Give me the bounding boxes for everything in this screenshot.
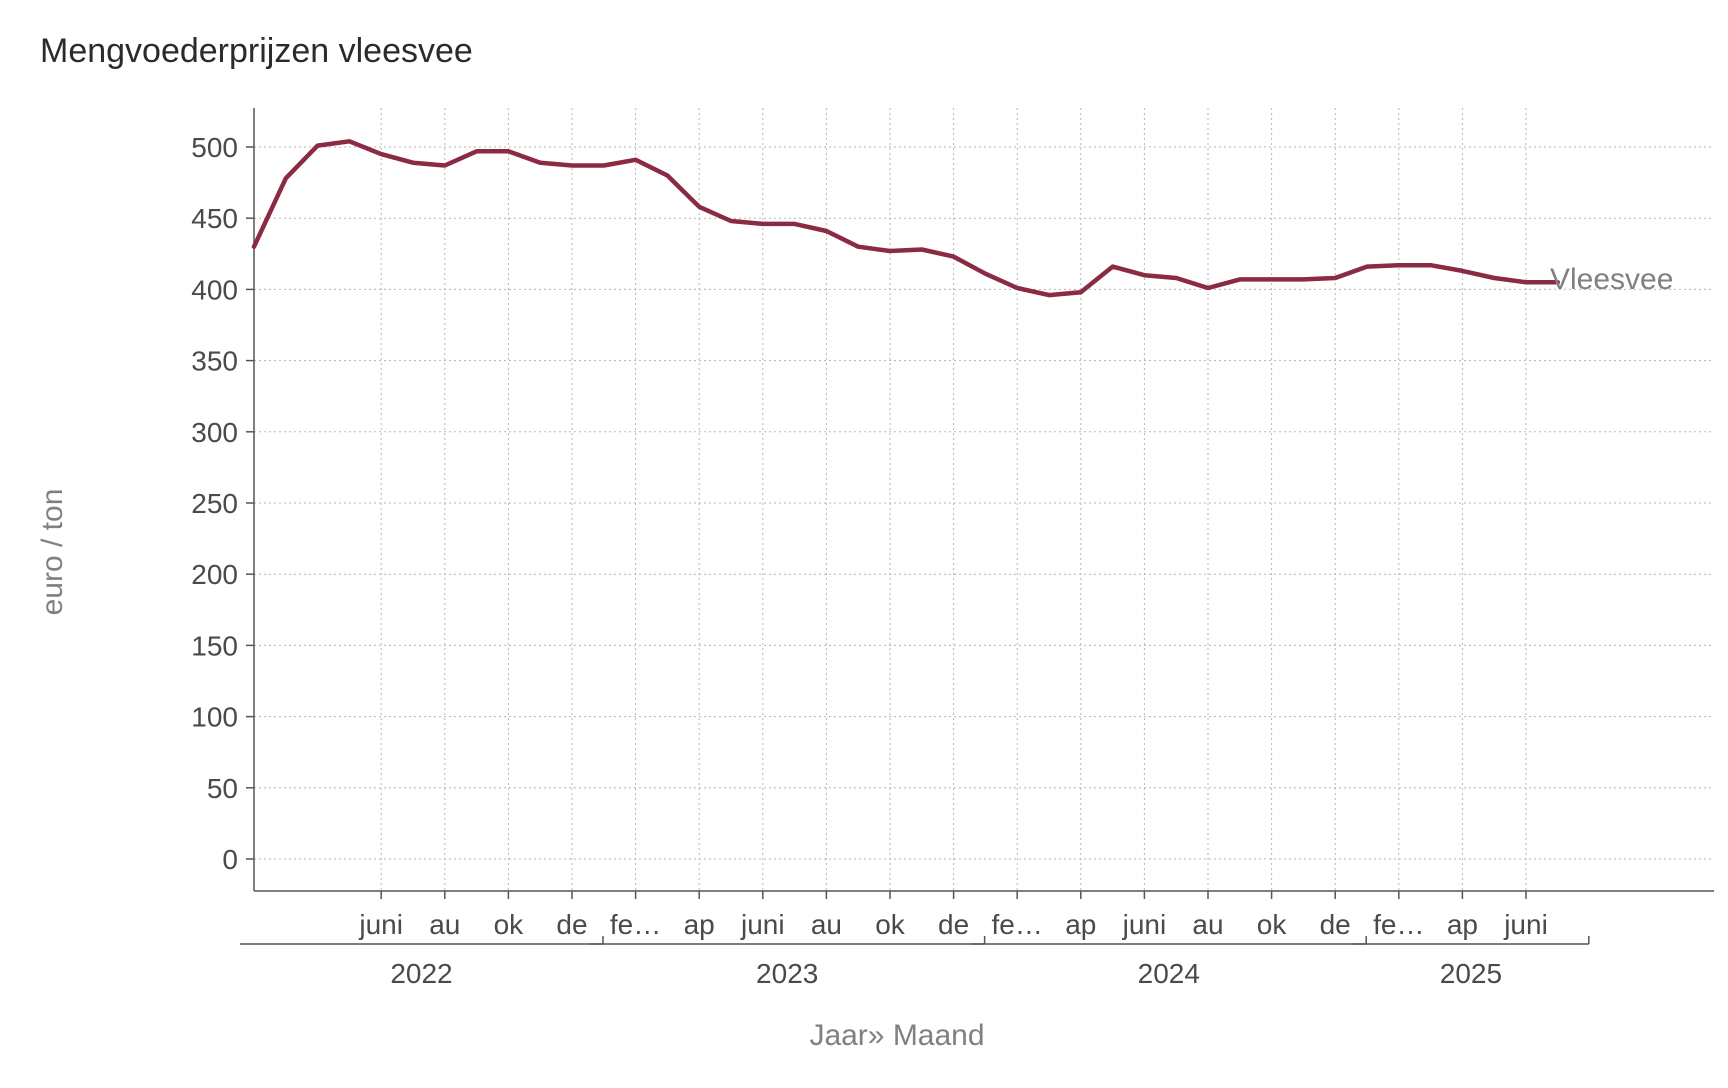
x-tick-labels: juni au ok de fe… ap juni au ok de fe… ap juni au ok de…: [358, 909, 1547, 940]
x-tick-label: fe…: [992, 909, 1043, 940]
x-tick-label: ap: [684, 909, 715, 940]
y-tick-label: 400: [191, 274, 238, 305]
x-tick-label: de: [556, 909, 587, 940]
x-tick-label: ok: [494, 909, 525, 940]
y-tick-label: 150: [191, 630, 238, 661]
series-line-vleesvee: [251, 139, 1561, 298]
chart-title: Mengvoederprijzen vleesvee: [40, 32, 473, 70]
y-tick-label: 500: [191, 132, 238, 163]
x-tick-label: au: [429, 909, 460, 940]
year-label: 2025: [1440, 958, 1502, 989]
year-label: 2023: [756, 958, 818, 989]
y-tick-label: 200: [191, 559, 238, 590]
x-tick-label: ap: [1065, 909, 1096, 940]
y-tick-label: 100: [191, 702, 238, 733]
x-tick-label: juni: [358, 909, 403, 940]
x-tick-label: de: [938, 909, 969, 940]
grid-lines: [246, 108, 1714, 899]
x-tick-label: fe…: [610, 909, 661, 940]
year-label: 2022: [390, 958, 452, 989]
x-tick-label: juni: [740, 909, 785, 940]
y-tick-label: 450: [191, 203, 238, 234]
y-axis-title: euro / ton: [36, 489, 69, 616]
x-tick-label: ok: [1257, 909, 1288, 940]
series-label-vleesvee: Vleesvee: [1550, 263, 1673, 296]
x-tick-label: au: [1192, 909, 1223, 940]
y-tick-label: 0: [222, 844, 238, 875]
x-tick-label: juni: [1122, 909, 1167, 940]
x-tick-label: ok: [875, 909, 906, 940]
year-label: 2024: [1138, 958, 1200, 989]
axes: [253, 108, 1714, 892]
x-tick-label: au: [811, 909, 842, 940]
year-groups: 2022 2023 2024 2025: [240, 936, 1590, 989]
y-tick-label: 300: [191, 417, 238, 448]
y-tick-labels: 0 50 100 150 200 250 300 350 400 450 500: [191, 132, 238, 875]
y-tick-label: 350: [191, 346, 238, 377]
x-axis-title: Jaar» Maand: [809, 1019, 984, 1052]
x-tick-label: fe…: [1373, 909, 1424, 940]
x-tick-label: juni: [1503, 909, 1548, 940]
y-tick-label: 250: [191, 488, 238, 519]
series-lines: [251, 139, 1561, 298]
y-tick-label: 50: [207, 773, 238, 804]
x-tick-label: ap: [1447, 909, 1478, 940]
x-tick-label: de: [1320, 909, 1351, 940]
